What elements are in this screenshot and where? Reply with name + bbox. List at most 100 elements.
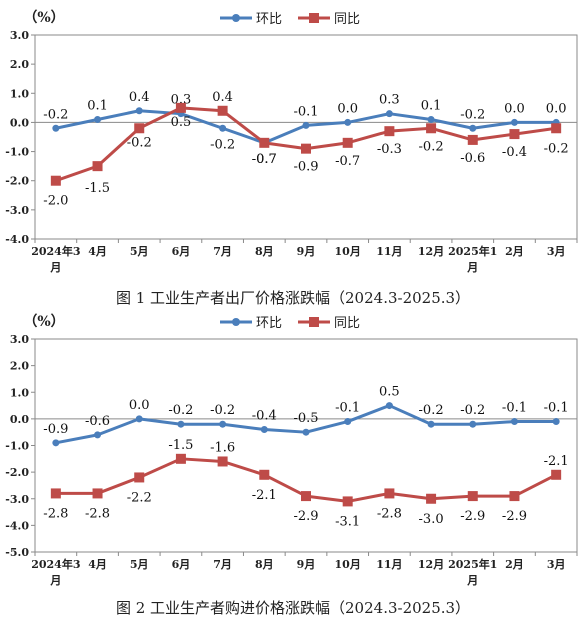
- data-point: [342, 137, 353, 148]
- legend-marker-tongbi: [309, 13, 319, 23]
- unit-label: （%）: [23, 314, 64, 330]
- data-label: -2.1: [252, 488, 277, 503]
- data-point: [219, 420, 227, 428]
- figure-caption: 图 2 工业生产者购进价格涨跌幅（2024.3-2025.3）: [116, 599, 470, 617]
- data-label: -0.6: [85, 414, 110, 429]
- data-label: -0.9: [43, 422, 68, 437]
- plot-frame: [34, 34, 578, 240]
- data-point: [467, 491, 478, 502]
- legend-label-huanbi: 环比: [256, 11, 282, 26]
- data-label: -1.6: [210, 440, 235, 455]
- data-point: [510, 118, 518, 126]
- data-point: [259, 469, 270, 480]
- series-huanbi: -0.2 0.1 0.4 0.3 -0.2 -0.7 -0.1 0.0 0.3 0.1 -0.2 0.…: [43, 90, 566, 167]
- data-point: [134, 123, 145, 134]
- y-tick-label: -2.0: [5, 175, 29, 188]
- data-point: [301, 491, 311, 502]
- data-point: [175, 102, 186, 113]
- data-label: -1.5: [168, 438, 193, 453]
- data-point: [384, 126, 395, 137]
- x-tick-label: 4月: [88, 558, 107, 571]
- data-label: -0.3: [377, 142, 402, 157]
- data-label: -2.9: [460, 509, 485, 524]
- y-tick-label: 3.0: [10, 29, 29, 42]
- data-point: [552, 418, 560, 426]
- x-tick-label: 2024年3: [31, 244, 80, 258]
- data-label: -3.0: [419, 512, 444, 527]
- data-label: -0.4: [252, 409, 277, 424]
- data-label: -0.2: [419, 403, 444, 418]
- data-label: -0.1: [502, 401, 527, 416]
- data-point: [52, 439, 60, 447]
- x-tick-label: 9月: [297, 558, 316, 571]
- data-label: -0.1: [293, 104, 318, 119]
- data-point: [134, 472, 145, 483]
- data-point: [135, 415, 143, 423]
- legend-marker-huanbi: [232, 318, 240, 326]
- x-tick-label: 7月: [213, 558, 232, 571]
- x-tick-label: 8月: [255, 245, 274, 258]
- y-tick-label: -1.0: [5, 440, 29, 453]
- data-label: -0.2: [43, 107, 68, 122]
- data-label: 0.4: [212, 90, 233, 105]
- series-tongbi: -2.0-1.5-0.20.50.4-0.7-0.9 -0.7-0.3 -0.2-0…: [43, 90, 568, 209]
- x-tick-label: 3月: [547, 558, 566, 571]
- data-point: [219, 124, 227, 132]
- y-tick-label: -3.0: [5, 493, 29, 506]
- data-point: [469, 124, 477, 132]
- y-tick-label: 3.0: [10, 333, 29, 346]
- data-point: [135, 107, 143, 115]
- y-tick-label: 1.0: [10, 386, 29, 399]
- data-point: [426, 493, 437, 504]
- data-label: -0.2: [127, 135, 152, 150]
- data-point: [427, 116, 435, 124]
- data-label: -0.2: [168, 403, 193, 418]
- legend-marker-tongbi: [309, 317, 319, 327]
- x-tick-label: 6月: [172, 558, 191, 571]
- data-label: -0.2: [544, 141, 569, 156]
- data-label: 0.3: [171, 93, 192, 108]
- legend-label-tongbi: 同比: [334, 315, 360, 330]
- data-label: -0.2: [210, 137, 235, 152]
- data-point: [384, 488, 395, 499]
- data-point: [385, 110, 393, 118]
- data-label: -0.5: [293, 411, 318, 426]
- data-label: -2.8: [85, 506, 110, 521]
- data-label: 0.1: [421, 99, 442, 114]
- y-tick-label: 1.0: [10, 87, 29, 100]
- data-label: -2.8: [43, 506, 68, 521]
- y-tick-label: 0.0: [10, 413, 29, 426]
- figure-caption: 图 1 工业生产者出厂价格涨跌幅（2024.3-2025.3）: [116, 289, 470, 307]
- y-tick-label: -4.0: [5, 233, 29, 246]
- unit-label: （%）: [23, 10, 64, 26]
- data-point: [344, 118, 352, 126]
- data-point: [50, 488, 61, 499]
- y-tick-label: 0.0: [10, 116, 29, 129]
- x-tick-label: 5月: [130, 558, 149, 571]
- data-label: -0.2: [419, 139, 444, 154]
- data-label: -0.7: [252, 152, 277, 167]
- y-tick-label: -2.0: [5, 466, 29, 479]
- x-tick-label: 月: [49, 261, 61, 274]
- data-label: 0.0: [504, 101, 525, 116]
- data-point: [50, 175, 61, 186]
- data-label: 0.5: [379, 385, 400, 400]
- x-tick-label: 2025年1: [448, 244, 497, 258]
- data-label: -0.7: [335, 154, 360, 169]
- data-point: [551, 469, 562, 480]
- x-tick-label: 月: [466, 261, 478, 274]
- data-point: [92, 488, 103, 499]
- x-tick-label: 4月: [88, 245, 107, 258]
- x-tick-label: 6月: [172, 245, 191, 258]
- data-label: 0.0: [129, 398, 150, 413]
- x-tick-label: 10月: [335, 558, 361, 571]
- data-label: -2.2: [127, 490, 152, 505]
- x-tick-label: 月: [49, 574, 61, 587]
- data-label: -2.9: [293, 509, 318, 524]
- data-point: [385, 402, 393, 410]
- data-point: [260, 426, 268, 434]
- x-tick-label: 11月: [376, 245, 402, 258]
- data-label: 0.4: [129, 90, 150, 105]
- data-point: [551, 123, 562, 134]
